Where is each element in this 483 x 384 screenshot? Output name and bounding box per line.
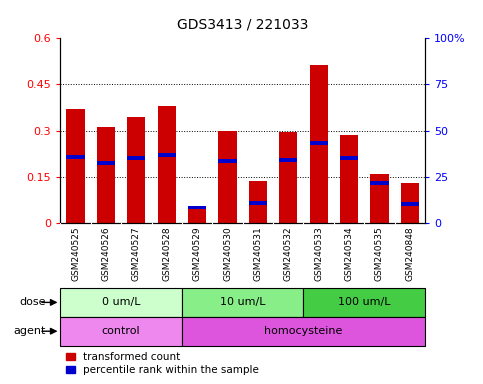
Text: GSM240528: GSM240528	[162, 226, 171, 281]
Bar	[310, 65, 328, 223]
Text: 10 um/L: 10 um/L	[220, 297, 266, 308]
Text: GSM240531: GSM240531	[254, 226, 262, 281]
Bar	[401, 202, 419, 206]
Text: GSM240848: GSM240848	[405, 226, 414, 281]
Text: GSM240529: GSM240529	[193, 226, 201, 281]
Bar	[97, 161, 115, 165]
Bar	[188, 206, 206, 223]
Bar	[279, 158, 298, 162]
Bar	[188, 205, 206, 209]
Bar	[401, 183, 419, 223]
Bar	[218, 131, 237, 223]
Text: GSM240530: GSM240530	[223, 226, 232, 281]
Bar	[370, 174, 389, 223]
Bar	[310, 141, 328, 145]
Bar	[249, 201, 267, 205]
Text: homocysteine: homocysteine	[264, 326, 342, 336]
Bar	[60, 288, 182, 317]
Text: agent: agent	[14, 326, 46, 336]
Text: GSM240526: GSM240526	[101, 226, 111, 281]
Bar	[67, 109, 85, 223]
Text: GSM240533: GSM240533	[314, 226, 323, 281]
Bar	[340, 156, 358, 160]
Text: GSM240525: GSM240525	[71, 226, 80, 281]
Bar	[157, 106, 176, 223]
Bar	[340, 135, 358, 223]
Text: GSM240534: GSM240534	[344, 226, 354, 281]
Bar	[127, 156, 145, 160]
Text: control: control	[102, 326, 141, 336]
Text: GSM240527: GSM240527	[132, 226, 141, 281]
Bar	[370, 181, 389, 185]
Bar	[97, 127, 115, 223]
Legend: transformed count, percentile rank within the sample: transformed count, percentile rank withi…	[66, 352, 259, 375]
Bar	[67, 155, 85, 159]
Bar	[182, 288, 303, 317]
Text: GSM240532: GSM240532	[284, 226, 293, 281]
Bar	[182, 317, 425, 346]
Text: GDS3413 / 221033: GDS3413 / 221033	[177, 17, 308, 31]
Text: GSM240535: GSM240535	[375, 226, 384, 281]
Bar	[60, 317, 182, 346]
Bar	[218, 159, 237, 163]
Bar	[279, 132, 298, 223]
Bar	[303, 288, 425, 317]
Bar	[157, 153, 176, 157]
Bar	[127, 117, 145, 223]
Text: 100 um/L: 100 um/L	[338, 297, 391, 308]
Text: 0 um/L: 0 um/L	[102, 297, 141, 308]
Bar	[249, 181, 267, 223]
Text: dose: dose	[19, 297, 46, 308]
